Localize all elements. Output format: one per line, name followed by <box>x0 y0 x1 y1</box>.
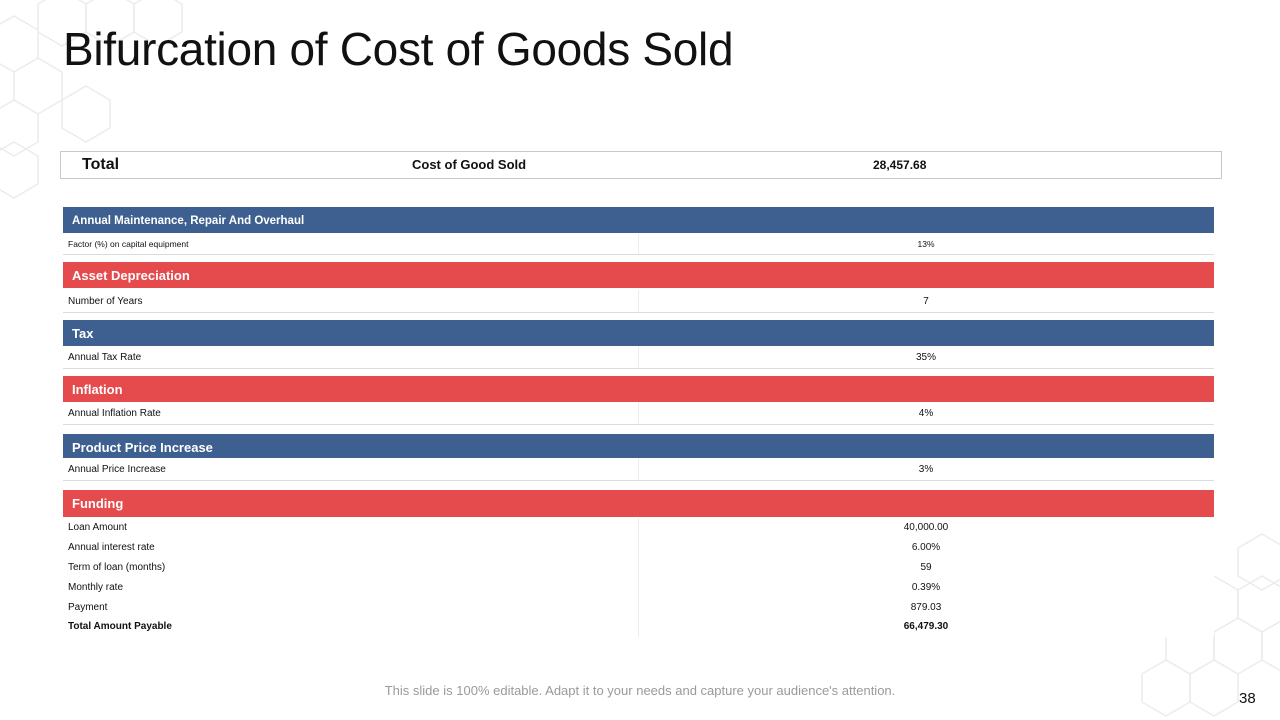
table-row: Annual Inflation Rate 4% <box>63 402 1214 425</box>
row-value: 4% <box>918 408 934 419</box>
table-row: Annual interest rate 6.00% <box>63 538 1214 559</box>
row-value: 7 <box>923 296 929 307</box>
table-row: Loan Amount 40,000.00 <box>63 518 1214 539</box>
row-label: Annual Inflation Rate <box>68 408 161 419</box>
column-divider <box>638 402 639 424</box>
row-label: Annual interest rate <box>68 542 155 553</box>
table-row: Factor (%) on capital equipment 13% <box>63 234 1214 255</box>
row-label: Payment <box>68 602 108 613</box>
row-value: 6.00% <box>911 542 941 553</box>
column-divider <box>638 346 639 368</box>
row-value: 59 <box>920 562 932 573</box>
row-label: Annual Tax Rate <box>68 352 142 363</box>
footer-note: This slide is 100% editable. Adapt it to… <box>384 683 896 698</box>
row-value: 35% <box>915 352 936 363</box>
row-label: Factor (%) on capital equipment <box>68 239 189 249</box>
row-value: 0.39% <box>911 582 941 593</box>
row-value: 879.03 <box>910 602 942 613</box>
section-header-funding: Funding <box>63 490 1214 517</box>
section-header-inflation: Inflation <box>63 376 1214 402</box>
column-divider <box>638 558 639 578</box>
column-divider <box>638 458 639 480</box>
table-row: Monthly rate 0.39% <box>63 578 1214 599</box>
total-value: 28,457.68 <box>873 158 927 172</box>
row-value: 3% <box>918 464 934 475</box>
total-label: Total <box>82 156 120 173</box>
table-row: Annual Tax Rate 35% <box>63 346 1214 369</box>
row-label: Total Amount Payable <box>68 621 172 632</box>
table-row: Annual Price Increase 3% <box>63 458 1214 481</box>
page-number: 38 <box>1239 690 1256 707</box>
row-value: 66,479.30 <box>903 621 949 632</box>
row-label: Number of Years <box>68 296 143 307</box>
column-divider <box>638 538 639 558</box>
total-description: Cost of Good Sold <box>412 157 527 172</box>
column-divider <box>638 234 639 254</box>
table-row: Term of loan (months) 59 <box>63 558 1214 579</box>
column-divider <box>638 617 639 637</box>
row-label: Loan Amount <box>68 522 127 533</box>
section-header-depreciation: Asset Depreciation <box>63 262 1214 288</box>
table-row: Payment 879.03 <box>63 598 1214 619</box>
row-value: 13% <box>917 239 935 249</box>
page-title: Bifurcation of Cost of Goods Sold <box>63 23 734 75</box>
column-divider <box>638 518 639 538</box>
row-label: Annual Price Increase <box>68 464 166 475</box>
row-value: 40,000.00 <box>903 522 949 533</box>
section-header-maintenance: Annual Maintenance, Repair And Overhaul <box>63 207 1214 233</box>
section-header-price-increase: Product Price Increase <box>63 434 1214 460</box>
section-header-tax: Tax <box>63 320 1214 346</box>
column-divider <box>638 578 639 598</box>
table-row-total: Total Amount Payable 66,479.30 <box>63 617 1214 637</box>
column-divider <box>638 290 639 312</box>
row-label: Term of loan (months) <box>68 562 166 573</box>
table-row: Number of Years 7 <box>63 290 1214 313</box>
column-divider <box>638 598 639 618</box>
total-summary-bar: Total Cost of Good Sold 28,457.68 <box>60 151 1222 179</box>
row-label: Monthly rate <box>68 582 124 593</box>
